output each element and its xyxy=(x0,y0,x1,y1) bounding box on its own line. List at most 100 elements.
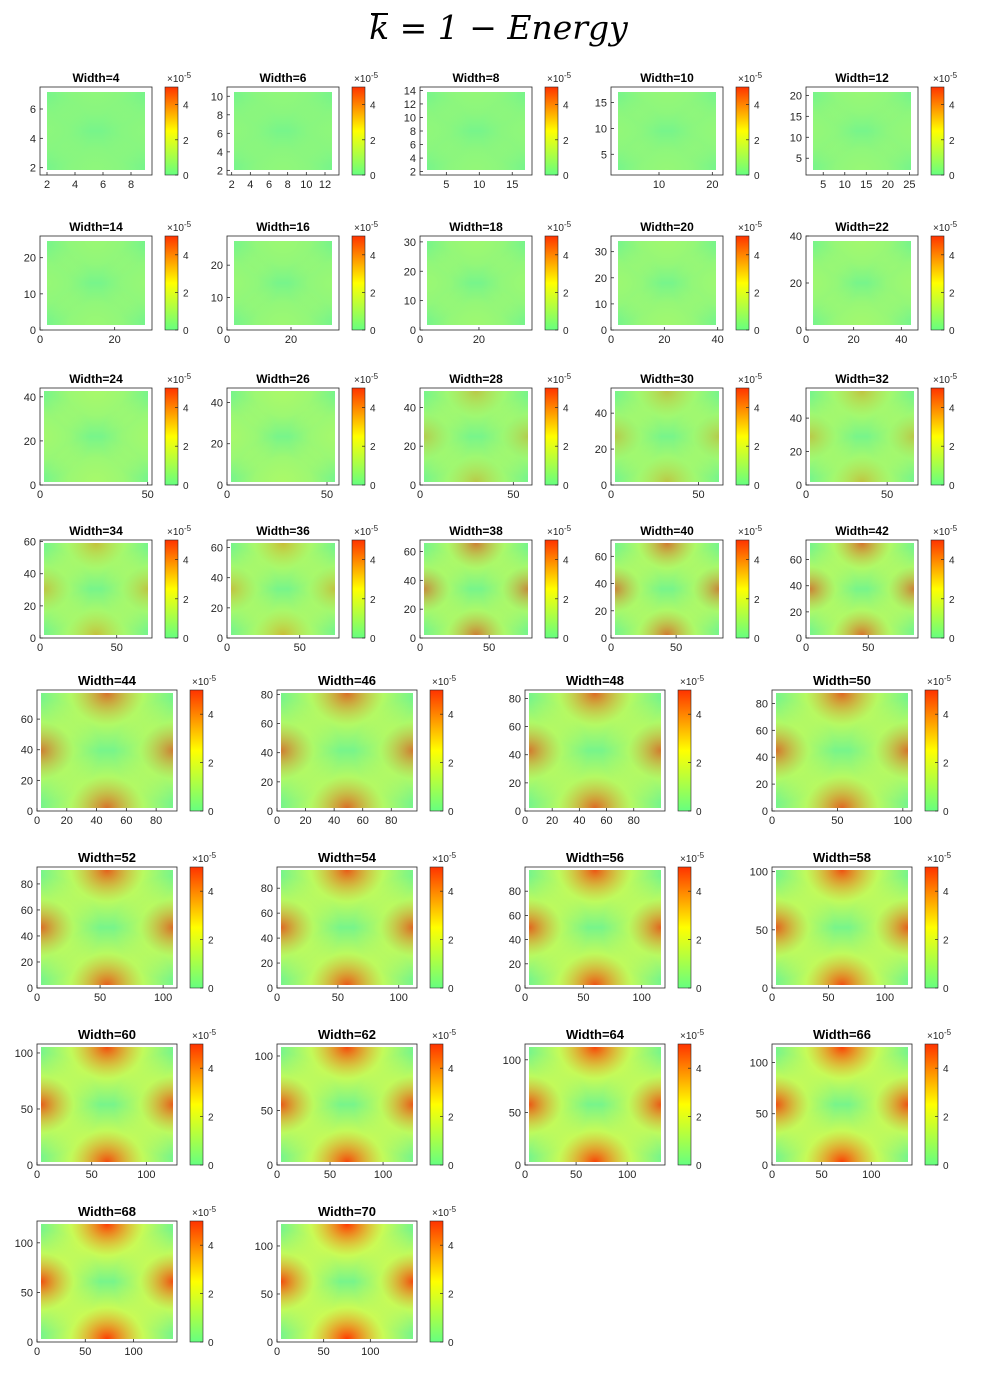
x-tick-label: 50 xyxy=(862,642,874,654)
colorbar xyxy=(164,235,179,331)
x-tick-label: 4 xyxy=(72,179,78,191)
energy-hotspot-right xyxy=(234,241,332,325)
colorbar-tick-label: 4 xyxy=(448,1064,454,1075)
colorbar-exponent: ×10-5 xyxy=(927,1028,952,1042)
energy-hotspot-right xyxy=(618,92,716,170)
y-tick-label: 10 xyxy=(404,296,416,308)
colorbar-tick-label: 4 xyxy=(696,710,702,721)
energy-hotspot-right xyxy=(234,92,332,170)
colorbar-exponent: ×10-5 xyxy=(738,524,763,538)
colorbar-tick-label: 0 xyxy=(183,326,189,337)
x-tick-label: 15 xyxy=(506,179,518,191)
axes-frame xyxy=(610,86,724,176)
colorbar-tick-label: 4 xyxy=(754,556,760,567)
colorbar-exponent-power: -5 xyxy=(950,372,958,381)
y-tick-label: 10 xyxy=(24,289,36,301)
colorbar-exponent: ×10-5 xyxy=(933,524,958,538)
y-tick-label: 20 xyxy=(24,253,36,265)
energy-hotspot-right xyxy=(231,543,335,635)
energy-hotspot-right xyxy=(41,870,173,985)
y-tick-label: 0 xyxy=(267,806,273,818)
panel-title: Width=30 xyxy=(640,372,694,386)
y-tick-label: 6 xyxy=(217,128,223,140)
colorbar-exponent: ×10-5 xyxy=(933,220,958,234)
colorbar-exponent: ×10-5 xyxy=(927,851,952,865)
panel-title: Width=62 xyxy=(318,1027,376,1042)
colorbar-tick-label: 2 xyxy=(754,442,760,453)
colorbar-tick-label: 2 xyxy=(949,288,955,299)
colorbar-exponent: ×10-5 xyxy=(738,71,763,85)
y-tick-label: 20 xyxy=(595,606,607,618)
title-rest: = 1 − Energy xyxy=(389,8,628,47)
colorbar-tick-label: 4 xyxy=(448,887,454,898)
energy-hotspot-right xyxy=(424,391,528,482)
x-tick-label: 0 xyxy=(224,334,230,346)
axes-frame xyxy=(610,539,724,639)
x-tick-label: 50 xyxy=(332,992,344,1004)
colorbar-tick-label: 4 xyxy=(754,101,760,112)
panel-title: Width=24 xyxy=(69,372,123,386)
x-tick-label: 50 xyxy=(86,1169,98,1181)
y-tick-label: 80 xyxy=(261,883,273,895)
colorbar xyxy=(429,1043,444,1166)
colorbar-exponent: ×10-5 xyxy=(432,1028,457,1042)
colorbar-exponent: ×10-5 xyxy=(547,71,572,85)
colorbar-tick-label: 0 xyxy=(949,481,955,492)
x-tick-label: 20 xyxy=(473,334,485,346)
colorbar-tick-label: 2 xyxy=(696,936,702,947)
colorbar xyxy=(351,387,366,486)
colorbar xyxy=(189,1043,204,1166)
x-tick-label: 0 xyxy=(769,992,775,1004)
energy-hotspot-right xyxy=(810,543,914,635)
x-tick-label: 5 xyxy=(443,179,449,191)
y-tick-label: 40 xyxy=(21,931,33,943)
energy-hotspot-right xyxy=(281,1224,413,1339)
heatmap-panel: Width=26 0 50 0 20 40 0 2 4 ×10-5 xyxy=(211,372,379,501)
colorbar xyxy=(930,235,945,331)
colorbar xyxy=(189,866,204,989)
x-tick-label: 20 xyxy=(546,815,558,827)
x-tick-label: 50 xyxy=(816,1169,828,1181)
axes-frame xyxy=(36,689,178,812)
panel-title: Width=22 xyxy=(835,220,889,234)
colorbar-exponent-power: -5 xyxy=(371,372,379,381)
colorbar-exponent-power: -5 xyxy=(209,1205,217,1214)
y-tick-label: 0 xyxy=(410,325,416,337)
colorbar xyxy=(544,539,559,639)
colorbar-tick-label: 4 xyxy=(183,556,189,567)
energy-hotspot-right xyxy=(41,693,173,808)
y-tick-label: 10 xyxy=(211,91,223,103)
x-tick-label: 80 xyxy=(150,815,162,827)
energy-hotspot-right xyxy=(47,241,145,325)
panel-title: Width=8 xyxy=(453,71,500,85)
y-tick-label: 20 xyxy=(404,604,416,616)
y-tick-label: 12 xyxy=(404,99,416,111)
y-tick-label: 20 xyxy=(211,603,223,615)
x-tick-label: 50 xyxy=(324,1169,336,1181)
panel-title: Width=40 xyxy=(640,524,694,538)
colorbar-exponent-power: -5 xyxy=(449,1028,457,1037)
axes-frame xyxy=(771,866,913,989)
y-tick-label: 0 xyxy=(217,633,223,645)
energy-hotspot-right xyxy=(231,391,335,482)
colorbar-tick-label: 0 xyxy=(563,634,569,645)
heatmap-panel: Width=46 0 20 40 60 80 0 20 40 60 80 0 2 4 ×10-5 xyxy=(261,673,457,827)
colorbar-tick-label: 0 xyxy=(563,481,569,492)
energy-hotspot-right xyxy=(47,92,145,170)
x-tick-label: 50 xyxy=(142,489,154,501)
panel-title: Width=10 xyxy=(640,71,694,85)
colorbar xyxy=(735,387,750,486)
heatmap-panel: Width=64 0 50 100 0 50 100 0 2 4 ×10-5 xyxy=(503,1027,705,1181)
colorbar-exponent: ×10-5 xyxy=(680,1028,705,1042)
y-tick-label: 6 xyxy=(410,140,416,152)
x-tick-label: 100 xyxy=(876,992,894,1004)
panel-title: Width=50 xyxy=(813,673,871,688)
colorbar-tick-label: 0 xyxy=(183,481,189,492)
y-tick-label: 80 xyxy=(509,886,521,898)
x-tick-label: 20 xyxy=(706,179,718,191)
y-tick-label: 20 xyxy=(211,260,223,272)
y-tick-label: 0 xyxy=(27,806,33,818)
energy-hotspot-right xyxy=(813,92,911,170)
colorbar-tick-label: 0 xyxy=(183,171,189,182)
y-tick-label: 10 xyxy=(790,132,802,144)
